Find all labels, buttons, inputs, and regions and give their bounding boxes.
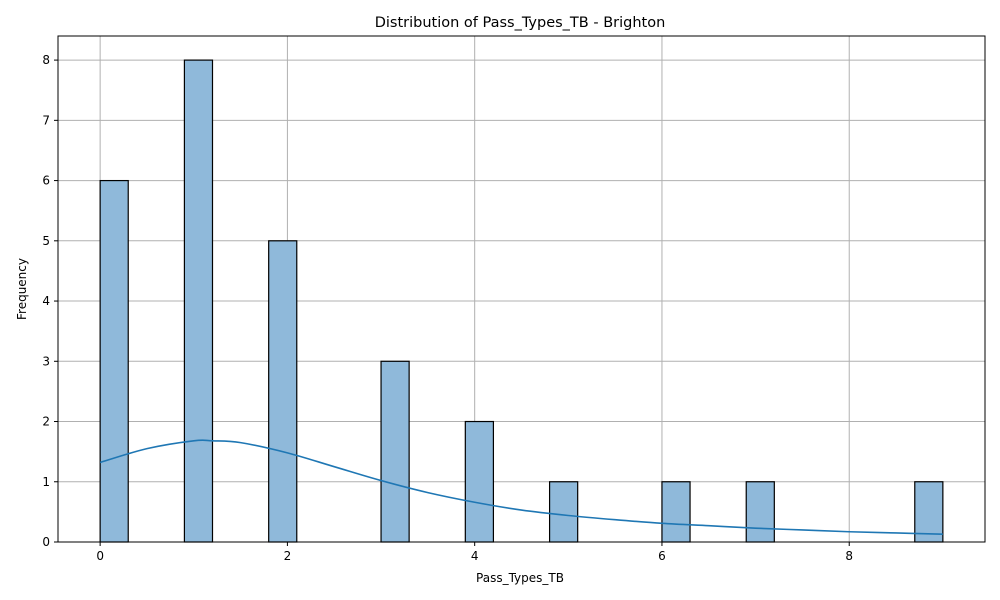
histogram-bar [548,481,579,543]
plot-frame [57,35,986,543]
histogram-bar [914,481,944,543]
histogram-bar [661,481,691,543]
kde-layer [99,439,943,535]
y-tick-label: 7 [42,113,50,127]
x-tick-label: 8 [845,549,853,563]
y-tick-label: 0 [42,535,50,549]
histogram-bar [183,59,214,543]
y-axis-label: Frequency [15,258,29,320]
histogram-bar [380,360,410,543]
y-tick-label: 6 [42,174,50,188]
histogram-bar [99,179,129,543]
histogram-bar [745,481,775,543]
y-tick-label: 1 [42,475,50,489]
x-axis-label: Pass_Types_TB [476,571,564,585]
x-tick-label: 2 [284,549,292,563]
histogram-bar [464,420,495,543]
y-tick-label: 2 [42,415,50,429]
x-tick-label: 4 [471,549,479,563]
y-tick-label: 8 [42,53,50,67]
x-tick-label: 0 [96,549,104,563]
histogram-bar [268,240,298,543]
kde-line [99,439,943,535]
y-tick-label: 4 [42,294,50,308]
bars-layer [99,59,944,543]
y-tick-label: 5 [42,234,50,248]
y-tick-label: 3 [42,354,50,368]
chart-title: Distribution of Pass_Types_TB - Brighton [375,15,666,31]
ticks-layer: 0 2 4 6 8 0 1 2 3 4 5 6 7 8 [42,53,853,563]
x-tick-label: 6 [658,549,666,563]
